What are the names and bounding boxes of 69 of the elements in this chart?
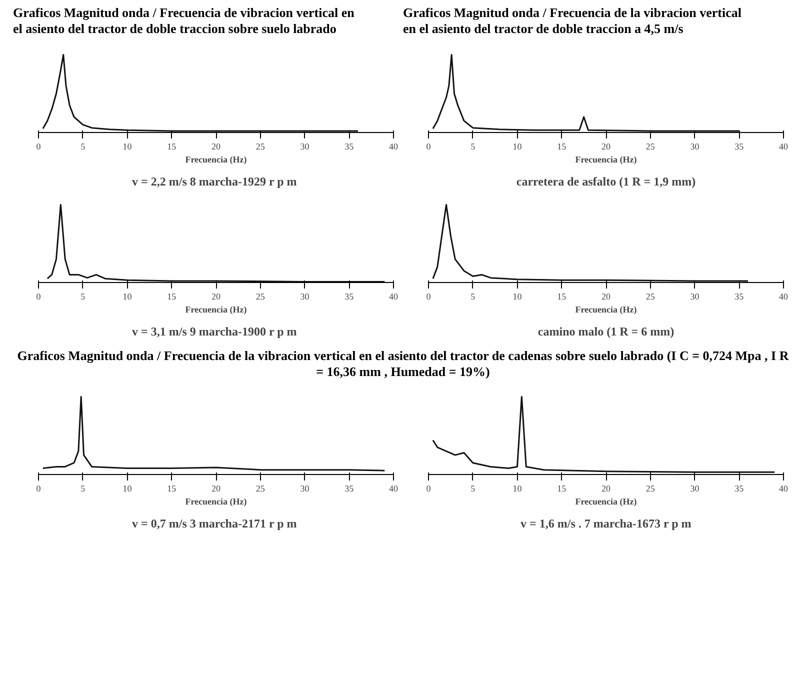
x-axis-title: Frecuencia (Hz): [575, 304, 637, 314]
x-tick-label: 5: [80, 291, 86, 301]
x-tick-label: 20: [212, 291, 221, 301]
x-tick-label: 25: [646, 484, 656, 494]
x-tick-label: 5: [80, 141, 86, 151]
x-tick-label: 15: [167, 141, 177, 151]
chart-title: Graficos Magnitud onda / Frecuencia de la vibracion vertical en el asiento del tractor de doble traccion a 4,5 m/s: [403, 5, 742, 38]
x-axis-title: Frecuencia (Hz): [185, 496, 247, 506]
chart-title: Graficos Magnitud onda / Frecuencia de vibracion vertical en el asiento del tractor de doble traccion sobre suelo labrado: [13, 5, 356, 38]
x-axis-title: Frecuencia (Hz): [575, 154, 637, 164]
x-tick-label: 5: [470, 141, 476, 151]
x-axis-title: Frecuencia (Hz): [185, 304, 247, 314]
text: v = 0,7 m/s 3 marcha-2171 r p m: [132, 516, 297, 530]
x-tick-label: 15: [557, 484, 567, 494]
x-tick-label: 25: [256, 291, 266, 301]
x-tick-label: 15: [557, 291, 567, 301]
x-tick-label: 40: [389, 484, 398, 494]
x-tick-label: 20: [602, 484, 611, 494]
x-tick-label: 30: [690, 484, 700, 494]
text: v = 3,1 m/s 9 marcha-1900 r p m: [132, 324, 297, 338]
x-tick-label: 30: [300, 291, 310, 301]
x-tick-label: 25: [646, 141, 656, 151]
x-tick-label: 40: [779, 141, 788, 151]
x-tick-label: 0: [426, 141, 432, 151]
x-tick-label: 35: [734, 141, 744, 151]
x-tick-label: 10: [122, 291, 132, 301]
x-tick-label: 0: [426, 291, 432, 301]
x-tick-label: 40: [389, 141, 398, 151]
x-tick-label: 10: [512, 291, 522, 301]
x-tick-label: 40: [389, 291, 398, 301]
x-tick-label: 0: [426, 484, 432, 494]
x-tick-label: 20: [602, 141, 611, 151]
x-tick-label: 25: [256, 484, 266, 494]
x-tick-label: 20: [212, 484, 221, 494]
x-tick-label: 30: [690, 291, 700, 301]
x-tick-label: 40: [779, 484, 788, 494]
x-tick-label: 0: [36, 291, 42, 301]
x-tick-label: 0: [36, 484, 42, 494]
x-tick-label: 30: [300, 141, 310, 151]
x-tick-label: 10: [512, 484, 522, 494]
text: v = 1,6 m/s . 7 marcha-1673 r p m: [520, 516, 692, 530]
x-tick-label: 15: [557, 141, 567, 151]
text: carretera de asfalto (1 R = 1,9 mm): [516, 174, 696, 188]
x-tick-label: 35: [734, 484, 744, 494]
x-tick-label: 35: [734, 291, 744, 301]
x-tick-label: 35: [344, 141, 354, 151]
x-tick-label: 10: [122, 141, 132, 151]
x-tick-label: 25: [646, 291, 656, 301]
x-tick-label: 20: [212, 141, 221, 151]
x-axis-title: Frecuencia (Hz): [185, 154, 247, 164]
x-tick-label: 10: [512, 141, 522, 151]
x-tick-label: 5: [470, 484, 476, 494]
x-tick-label: 20: [602, 291, 611, 301]
text: camino malo (1 R = 6 mm): [538, 324, 674, 338]
x-tick-label: 40: [779, 291, 788, 301]
x-tick-label: 35: [344, 484, 354, 494]
x-tick-label: 25: [256, 141, 266, 151]
x-axis-title: Frecuencia (Hz): [575, 496, 637, 506]
chart-title: Graficos Magnitud onda / Frecuencia de la vibracion vertical en el asiento del tractor de cadenas sobre suelo labrado (I C = 0,724 Mpa , I R = 16,36 mm , Humedad = 19%): [16, 348, 790, 380]
x-tick-label: 15: [167, 484, 177, 494]
x-tick-label: 5: [80, 484, 86, 494]
x-tick-label: 35: [344, 291, 354, 301]
text: v = 2,2 m/s 8 marcha-1929 r p m: [132, 174, 297, 188]
x-tick-label: 0: [36, 141, 42, 151]
x-tick-label: 30: [300, 484, 310, 494]
x-tick-label: 15: [167, 291, 177, 301]
x-tick-label: 30: [690, 141, 700, 151]
x-tick-label: 5: [470, 291, 476, 301]
x-tick-label: 10: [122, 484, 132, 494]
